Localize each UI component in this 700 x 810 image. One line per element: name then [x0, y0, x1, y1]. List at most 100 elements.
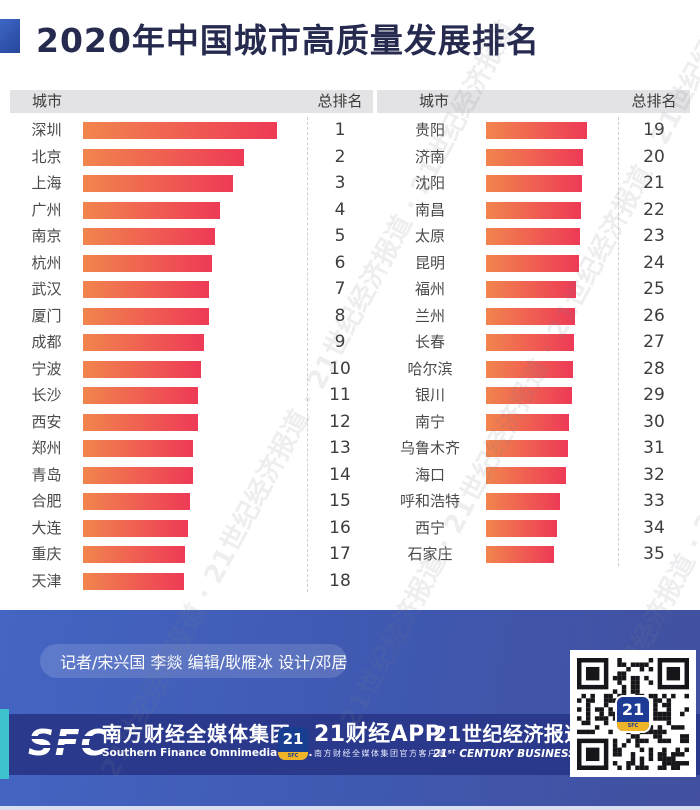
table-row: 青岛 14 — [10, 462, 373, 489]
rank-bar — [83, 175, 233, 192]
city-label: 南昌 — [414, 200, 445, 219]
rank-value: 4 — [334, 199, 346, 220]
rank-bar — [83, 572, 184, 590]
rank-value: 18 — [329, 570, 351, 591]
rank-value: 25 — [643, 279, 665, 299]
group-name-en: Southern Finance Omnimedia Corp. — [102, 747, 313, 759]
city-label: 济南 — [414, 147, 445, 166]
rank-value: 6 — [334, 252, 346, 273]
rank-bar — [486, 148, 583, 166]
rank-value: 3 — [334, 173, 346, 193]
app-icon-sub: SFC — [278, 752, 308, 760]
rank-bar — [83, 466, 193, 484]
rank-bar — [83, 122, 277, 139]
rank-value: 34 — [643, 517, 665, 538]
app-name-block: 21财经APP 南方财经全媒体集团官方客户端 — [314, 722, 447, 759]
table-row: 合肥 15 — [10, 488, 373, 515]
table-header: 城市 总排名 — [377, 90, 690, 113]
sfc-logo-stripe — [26, 736, 100, 739]
group-name-block: 南方财经全媒体集团 Southern Finance Omnimedia Cor… — [102, 722, 312, 760]
rank-bar — [486, 387, 572, 404]
city-label: 武汉 — [31, 280, 62, 298]
city-label: 西安 — [31, 412, 62, 431]
rank-bar — [83, 440, 193, 457]
rank-value: 22 — [643, 199, 665, 220]
table-row: 兰州 26 — [377, 303, 690, 330]
city-label: 石家庄 — [407, 545, 453, 563]
city-label: 贵阳 — [414, 121, 445, 139]
table-row: 贵阳 19 — [377, 117, 690, 144]
rank-value: 16 — [329, 517, 351, 538]
city-column-header: 城市 — [419, 92, 450, 110]
table-row: 杭州 6 — [10, 250, 373, 277]
rank-bar — [486, 493, 560, 510]
sfc-logo: SFC — [28, 723, 108, 764]
app-21-icon: 21 SFC — [278, 727, 308, 760]
rank-bar — [486, 228, 580, 245]
rank-value: 2 — [334, 146, 346, 167]
rank-bar — [486, 307, 575, 325]
rank-value: 33 — [643, 491, 665, 511]
city-label: 宁波 — [31, 359, 62, 378]
city-label: 成都 — [31, 333, 62, 351]
table-row: 石家庄 35 — [377, 541, 690, 568]
rank-bar — [486, 440, 568, 457]
rank-bar — [486, 546, 554, 563]
table-row: 上海 3 — [10, 170, 373, 197]
credits-text: 记者/宋兴国 李燚 编辑/耿雁冰 设计/邓居轩 — [60, 653, 347, 672]
rank-value: 35 — [643, 544, 665, 564]
rank-bar — [486, 413, 569, 431]
rank-column-header: 总排名 — [631, 92, 677, 110]
city-label: 上海 — [31, 174, 62, 192]
rank-value: 19 — [643, 120, 665, 140]
table-row: 郑州 13 — [10, 435, 373, 462]
city-label: 福州 — [414, 280, 445, 298]
app-subtitle: 南方财经全媒体集团官方客户端 — [314, 749, 447, 758]
table-row: 广州 4 — [10, 197, 373, 224]
rank-bar — [83, 493, 190, 510]
city-label: 兰州 — [414, 306, 445, 325]
table-row: 大连 16 — [10, 515, 373, 542]
table-row: 长春 27 — [377, 329, 690, 356]
city-label: 杭州 — [31, 253, 62, 272]
city-label: 重庆 — [31, 545, 62, 563]
table-row: 哈尔滨 28 — [377, 356, 690, 383]
city-label: 南宁 — [414, 412, 445, 431]
title-accent-square — [0, 19, 20, 53]
rank-value: 9 — [334, 332, 346, 352]
city-label: 青岛 — [31, 465, 62, 484]
rank-bar — [486, 519, 557, 537]
table-row: 银川 29 — [377, 382, 690, 409]
rank-bar — [83, 546, 185, 563]
table-row: 乌鲁木齐 31 — [377, 435, 690, 462]
rank-value: 28 — [643, 358, 665, 379]
table-row: 长沙 11 — [10, 382, 373, 409]
table-row: 海口 32 — [377, 462, 690, 489]
rank-bar — [83, 334, 204, 351]
teal-accent-bar — [0, 709, 9, 779]
table-row: 成都 9 — [10, 329, 373, 356]
rank-value: 1 — [334, 120, 346, 140]
rank-value: 29 — [643, 385, 665, 405]
city-label: 乌鲁木齐 — [399, 439, 460, 457]
city-label: 海口 — [414, 465, 445, 484]
rank-value: 26 — [643, 305, 665, 326]
table-row: 昆明 24 — [377, 250, 690, 277]
city-label: 北京 — [31, 147, 62, 166]
table-row: 南昌 22 — [377, 197, 690, 224]
rank-value: 5 — [334, 226, 346, 246]
column-divider — [618, 117, 619, 566]
table-row: 深圳 1 — [10, 117, 373, 144]
city-label: 长沙 — [31, 386, 62, 404]
city-label: 南京 — [31, 227, 62, 245]
table-header: 城市 总排名 — [10, 90, 373, 113]
table-row: 西宁 34 — [377, 515, 690, 542]
table-row: 武汉 7 — [10, 276, 373, 303]
rank-value: 8 — [334, 305, 346, 326]
rank-bar — [486, 254, 579, 272]
city-column-header: 城市 — [32, 92, 63, 110]
table-row: 呼和浩特 33 — [377, 488, 690, 515]
column-divider — [307, 117, 308, 592]
app-name: 21财经APP — [314, 722, 442, 747]
